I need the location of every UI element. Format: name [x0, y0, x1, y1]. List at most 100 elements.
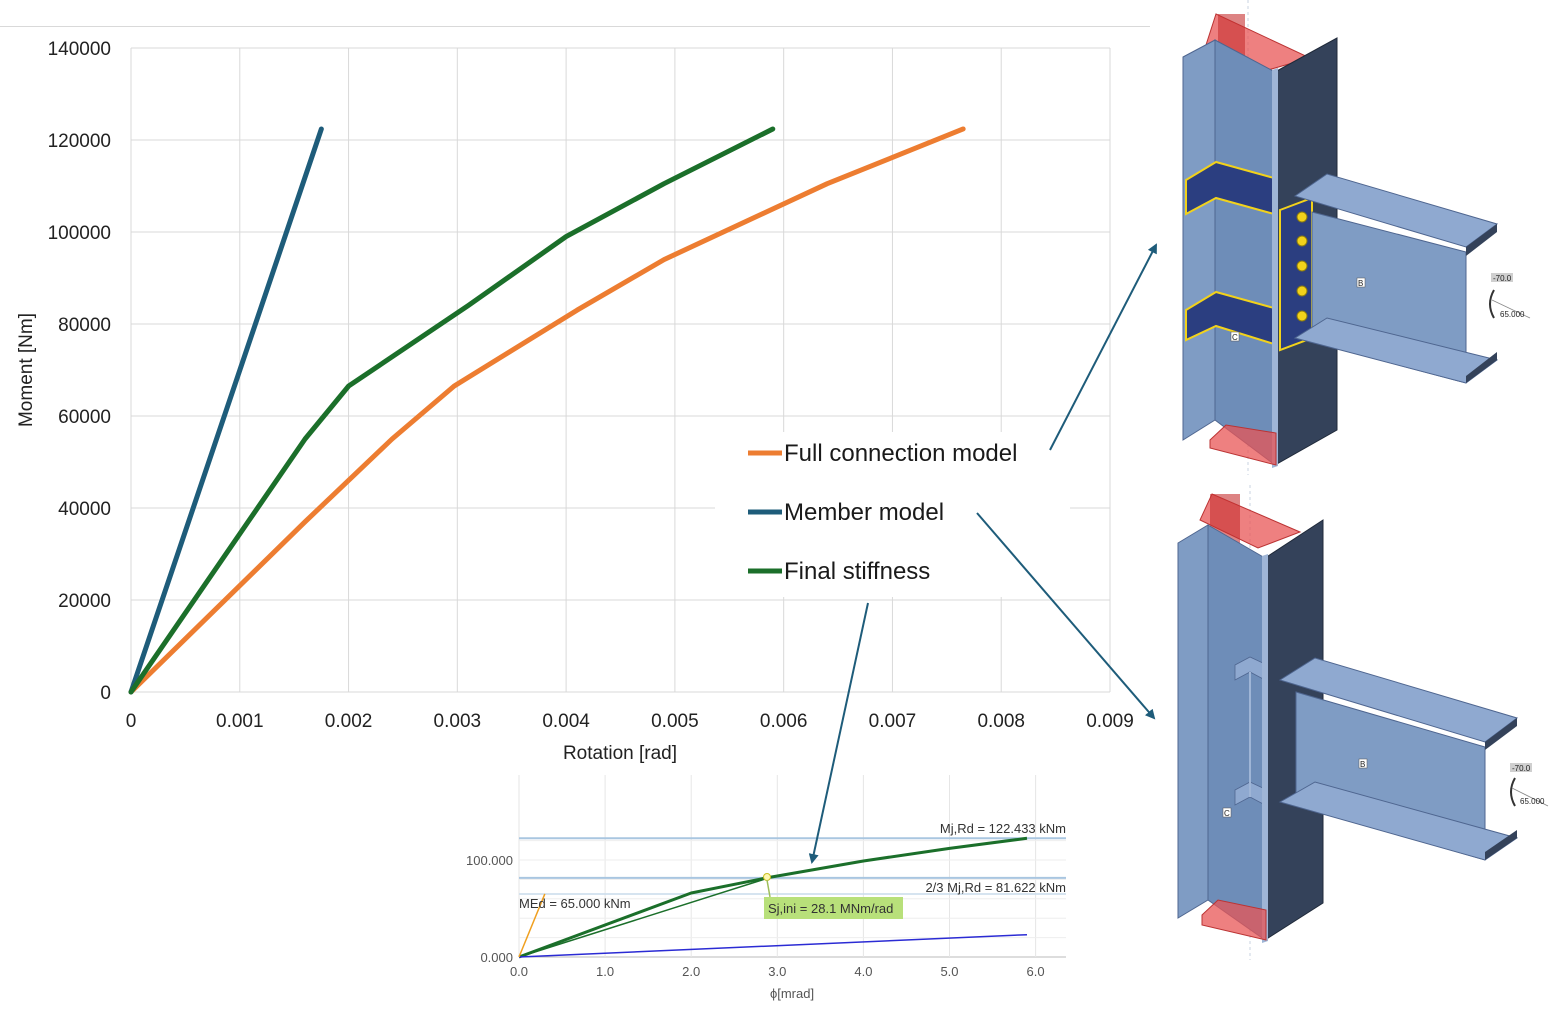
- inset-x-axis-title: ϕ[mrad]: [770, 986, 814, 1001]
- bolt: [1296, 260, 1308, 272]
- beam-end-bottom: [1466, 352, 1497, 383]
- inset-grid: [518, 775, 1066, 958]
- sjini-label: Sj,ini = 28.1 MNm/rad: [768, 901, 893, 916]
- bolt: [1296, 310, 1308, 322]
- bolt: [1296, 285, 1308, 297]
- y-axis-title: Moment [Nm]: [16, 313, 37, 427]
- y-tick-label: 140000: [48, 39, 111, 60]
- x-tick-label: 0.004: [542, 711, 590, 732]
- inset-series-line: [518, 893, 546, 958]
- beam-end-top: [1466, 224, 1497, 256]
- legend: Full connection model Member model Final…: [715, 432, 1070, 597]
- inset-x-tick-label: 1.0: [596, 964, 614, 979]
- beam-label: B: [1360, 760, 1365, 769]
- full-connection-3d-model: C B -70.0: [1182, 0, 1531, 475]
- end-plate: [1279, 196, 1313, 352]
- column-label: C: [1232, 333, 1238, 342]
- bolt: [1296, 211, 1308, 223]
- inset-series: [518, 836, 1028, 959]
- column-label-box: [1222, 807, 1232, 818]
- mjrd-label: Mj,Rd = 122.433 kNm: [940, 821, 1066, 836]
- y-tick-label: 0: [100, 683, 111, 704]
- bottom-load-plate: [1201, 899, 1267, 941]
- dim-top-box: [1510, 763, 1532, 772]
- inset-x-tick-label: 3.0: [768, 964, 786, 979]
- dim-top-box: [1491, 273, 1513, 282]
- stiffness-inset-chart: 0.0 1.0 2.0 3.0 4.0 5.0 6.0 0.000 100.000 Mj,Rd …: [466, 775, 1066, 1001]
- arrow-final-stiffness-to-inset: [808, 602, 869, 864]
- legend-label-member-model: Member model: [784, 499, 944, 526]
- dim-leader: [1511, 787, 1549, 807]
- beam-end-top: [1485, 718, 1517, 750]
- inset-x-tick-label: 6.0: [1027, 964, 1045, 979]
- series-line-full-connection-model: [128, 126, 966, 695]
- moment-symbol: [1510, 777, 1516, 807]
- moment-symbol: [1489, 289, 1495, 319]
- bolts: [1296, 211, 1308, 322]
- y-tick-label: 120000: [48, 131, 111, 152]
- inset-y-tick-label: 0.000: [480, 950, 513, 965]
- sjini-badge: [764, 897, 903, 919]
- column-web: [1214, 39, 1276, 466]
- y-tick-label: 40000: [58, 499, 111, 520]
- top-rule: [0, 26, 1150, 27]
- column-flange-edge: [1262, 554, 1268, 943]
- y-tick-label: 60000: [58, 407, 111, 428]
- y-tick-label: 100000: [48, 223, 111, 244]
- column-back-flange: [1182, 39, 1216, 441]
- x-tick-label: 0.001: [216, 711, 264, 732]
- column-back-flange: [1177, 524, 1209, 919]
- bolt: [1296, 235, 1308, 247]
- beam-end-bottom: [1485, 830, 1517, 860]
- inset-y-tick-label: 100.000: [466, 853, 513, 868]
- y-tick-label: 20000: [58, 591, 111, 612]
- bottom-load-plate: [1209, 424, 1277, 466]
- x-tick-label: 0.008: [977, 711, 1025, 732]
- arrow-member-model-to-model: [976, 512, 1156, 720]
- inset-tick-labels: 0.0 1.0 2.0 3.0 4.0 5.0 6.0 0.000 100.000: [466, 853, 1045, 979]
- inset-series-line: [518, 836, 1028, 959]
- main-chart: 0 0.001 0.002 0.003 0.004 0.005 0.006 0.007 0.00…: [16, 39, 1134, 764]
- arrow-full-connection-to-model: [1049, 243, 1157, 451]
- dim-bottom: 65.000: [1520, 797, 1545, 806]
- x-tick-label: 0.002: [325, 711, 373, 732]
- inset-series-line: [518, 933, 1028, 958]
- two-thirds-mjrd-label: 2/3 Mj,Rd = 81.622 kNm: [925, 880, 1066, 895]
- beam-label: B: [1358, 279, 1363, 288]
- column-label-box: [1230, 331, 1240, 342]
- dim-top: -70.0: [1493, 274, 1512, 283]
- x-tick-label: 0.007: [869, 711, 917, 732]
- inset-x-tick-label: 5.0: [940, 964, 958, 979]
- x-tick-label: 0: [126, 711, 137, 732]
- dim-bottom: 65.000: [1500, 310, 1525, 319]
- main-grid: [130, 47, 1111, 693]
- med-label: MEd = 65.000 kNm: [519, 896, 631, 911]
- inset-series-line: [518, 877, 769, 958]
- legend-label-full-connection: Full connection model: [784, 440, 1017, 467]
- main-tick-labels: 0 0.001 0.002 0.003 0.004 0.005 0.006 0.007 0.00…: [48, 39, 1134, 732]
- inset-x-tick-label: 2.0: [682, 964, 700, 979]
- series-line-final-stiffness: [128, 126, 776, 695]
- series-line-member-model: [128, 126, 324, 695]
- main-series: [128, 126, 966, 695]
- inset-x-tick-label: 4.0: [854, 964, 872, 979]
- legend-label-final-stiffness: Final stiffness: [784, 558, 930, 585]
- beam-label-box: [1358, 758, 1368, 769]
- dim-leader: [1491, 299, 1531, 319]
- x-tick-label: 0.003: [434, 711, 482, 732]
- sjini-marker: [763, 873, 771, 881]
- y-tick-label: 80000: [58, 315, 111, 336]
- member-3d-model: C B -70.0 65.000: [1177, 485, 1549, 960]
- column-label: C: [1224, 809, 1230, 818]
- inset-x-tick-label: 0.0: [510, 964, 528, 979]
- x-tick-label: 0.006: [760, 711, 808, 732]
- x-axis-title: Rotation [rad]: [563, 743, 677, 764]
- x-tick-label: 0.009: [1086, 711, 1134, 732]
- dim-top: -70.0: [1512, 764, 1531, 773]
- sjini-leader: [766, 879, 771, 898]
- column-flange-edge: [1272, 68, 1278, 468]
- beam-label-box: [1356, 277, 1366, 288]
- column-web: [1207, 524, 1266, 941]
